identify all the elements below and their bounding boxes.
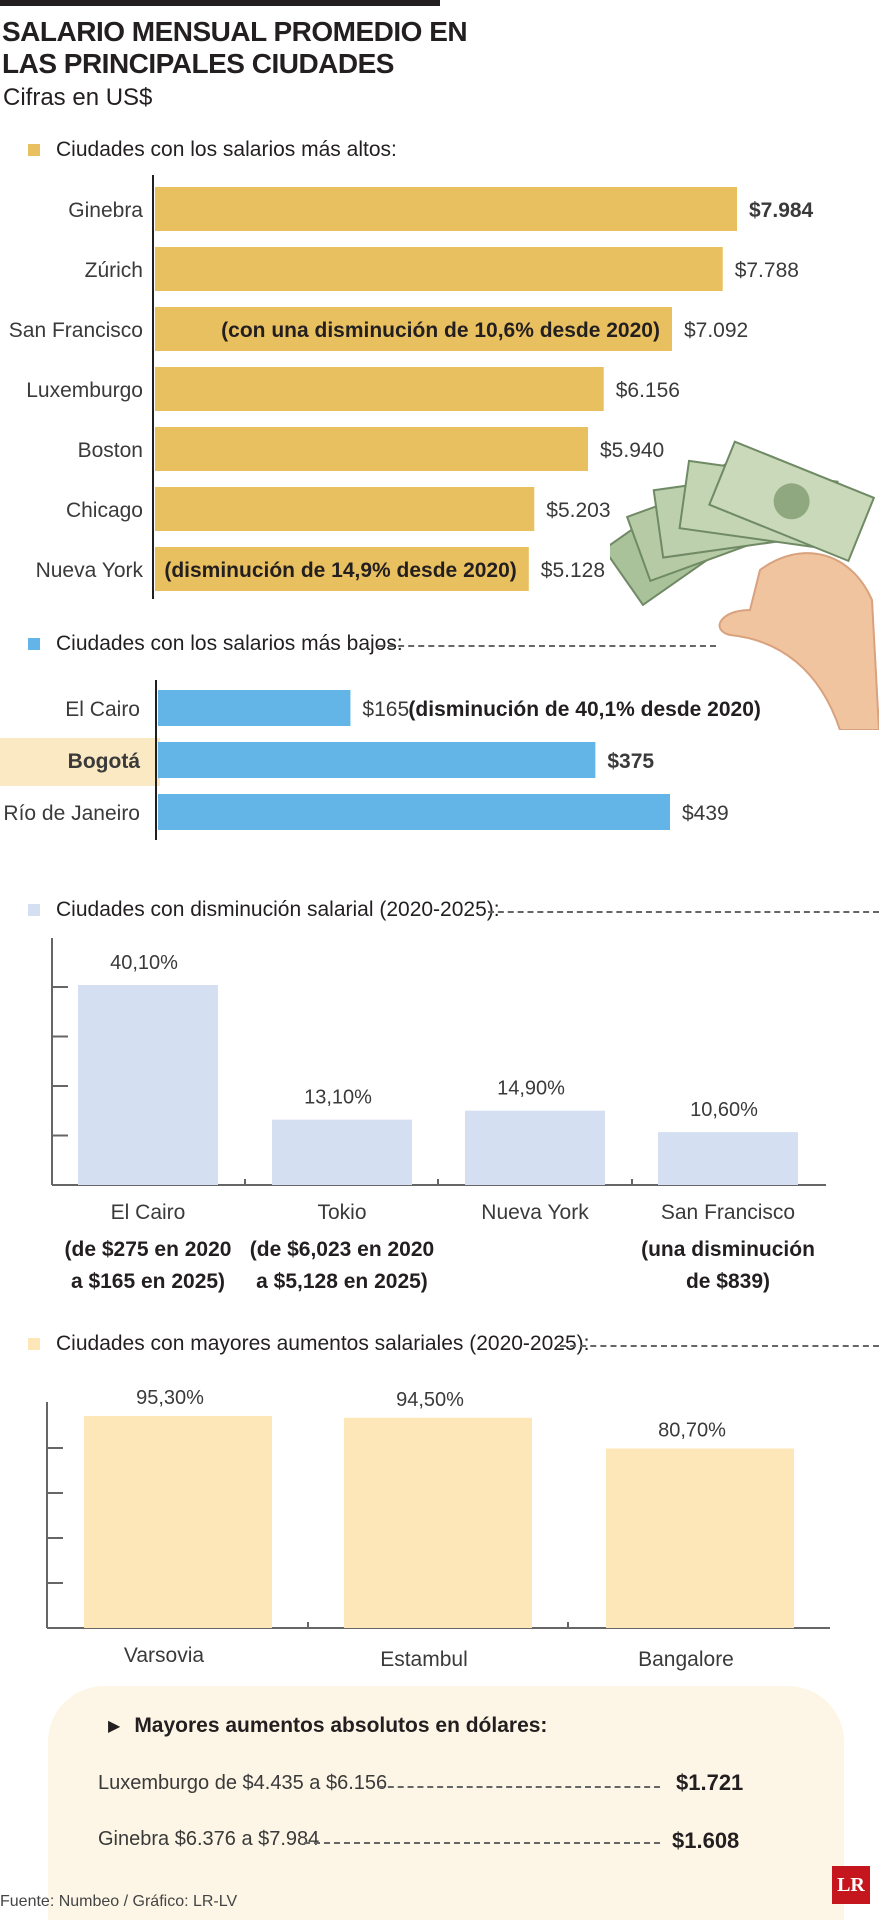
- category-label: Estambul: [380, 1648, 468, 1671]
- absolute-row-value: $1.721: [676, 1770, 744, 1795]
- bar-annotation: (disminución de 14,9% desde 2020): [164, 559, 516, 582]
- section-low-title: Ciudades con los salarios más bajos:: [28, 632, 403, 656]
- bar: [84, 1416, 272, 1628]
- bar: [155, 427, 589, 471]
- gold-square-icon: [28, 144, 40, 156]
- category-label: Zúrich: [85, 259, 143, 282]
- bar: [155, 187, 737, 231]
- category-note: a $165 en 2025): [71, 1270, 225, 1293]
- play-triangle-icon: ▶: [108, 1718, 121, 1735]
- top-rule: [0, 0, 440, 6]
- category-note: a $5,128 en 2025): [256, 1270, 428, 1293]
- category-label: Bangalore: [638, 1648, 734, 1671]
- blue-square-icon: [28, 638, 40, 650]
- category-label: El Cairo: [65, 698, 140, 721]
- dashed-leader: [304, 1842, 660, 1844]
- bar: [155, 307, 672, 351]
- value-label: $7.984: [749, 199, 814, 222]
- category-label: Luxemburgo: [26, 379, 143, 402]
- bar: [158, 794, 670, 830]
- chart-salary-increase: 95,30% Varsovia 94,50% Estambul 80,70% Bangal…: [46, 1387, 830, 1671]
- value-label: $165: [362, 698, 409, 721]
- value-label: $5.203: [546, 499, 610, 522]
- category-label: Varsovia: [124, 1644, 204, 1667]
- value-label: $7.092: [684, 319, 748, 342]
- lr-logo: LR: [832, 1866, 870, 1904]
- section-high-title: Ciudades con los salarios más altos:: [28, 138, 397, 162]
- value-label: 13,10%: [304, 1087, 372, 1109]
- dashed-leader: [560, 1345, 879, 1347]
- category-note: (de $275 en 2020: [65, 1238, 232, 1261]
- category-label: Ginebra: [68, 199, 143, 222]
- value-label: 40,10%: [110, 952, 178, 974]
- value-label: $5.940: [600, 439, 664, 462]
- absolute-increase-card: [48, 1686, 844, 1920]
- value-label: 95,30%: [136, 1387, 204, 1409]
- absolute-increase-title: ▶ Mayores aumentos absolutos en dólares:: [108, 1714, 548, 1737]
- bar: [465, 1110, 605, 1185]
- bogota-highlight: [0, 738, 160, 786]
- category-label: Bogotá: [68, 750, 141, 773]
- bar: [78, 985, 218, 1185]
- absolute-row-value: $1.608: [672, 1828, 740, 1853]
- bar: [158, 742, 596, 778]
- page-subtitle: Cifras en US$: [3, 84, 153, 111]
- value-label: $5.128: [541, 559, 605, 582]
- bar: [155, 367, 604, 411]
- category-label: Nueva York: [481, 1201, 589, 1224]
- category-label: El Cairo: [111, 1201, 186, 1224]
- page-title: SALARIO MENSUAL PROMEDIO EN LAS PRINCIPA…: [2, 16, 468, 79]
- category-note: de $839): [686, 1270, 770, 1293]
- value-label: 10,60%: [690, 1099, 758, 1121]
- value-label: $6.156: [616, 379, 680, 402]
- category-label: Boston: [78, 439, 143, 462]
- category-label: San Francisco: [9, 319, 143, 342]
- chart-salary-decline: 40,10% El Cairo (de $275 en 2020 a $165 en …: [51, 938, 826, 1293]
- bar: [344, 1417, 532, 1628]
- bar: [155, 487, 535, 531]
- money-hand-icon: [610, 440, 879, 730]
- bar-annotation: (con una disminución de 10,6% desde 2020…: [221, 319, 660, 342]
- bar: [606, 1448, 794, 1628]
- bar: [155, 547, 529, 591]
- value-label: $375: [607, 750, 654, 773]
- category-label: Nueva York: [36, 559, 144, 582]
- value-label: 80,70%: [658, 1419, 726, 1441]
- bar-annotation: (disminución de 40,1% desde 2020): [408, 698, 760, 721]
- cream-square-icon: [28, 1338, 40, 1350]
- bar: [658, 1132, 798, 1185]
- category-label: Río de Janeiro: [3, 802, 140, 825]
- dashed-leader: [378, 645, 716, 647]
- bar: [158, 690, 351, 726]
- absolute-row-label: Ginebra $6.376 a $7.984: [98, 1828, 320, 1850]
- value-label: 94,50%: [396, 1389, 464, 1411]
- value-label: 14,90%: [497, 1078, 565, 1100]
- value-label: $439: [682, 802, 729, 825]
- chart-high-salaries: Ginebra $7.984 Zúrich $7.788 San Francisco $7…: [9, 175, 814, 599]
- lavender-square-icon: [28, 904, 40, 916]
- chart-low-salaries: El Cairo $165 (disminución de 40,1% desde …: [3, 680, 761, 840]
- dashed-leader: [378, 1786, 660, 1788]
- category-label: Chicago: [66, 499, 143, 522]
- section-decline-title: Ciudades con disminución salarial (2020-…: [28, 898, 500, 922]
- absolute-row-label: Luxemburgo de $4.435 a $6.156: [98, 1772, 388, 1794]
- category-note: (una disminución: [641, 1238, 815, 1261]
- section-increase-title: Ciudades con mayores aumentos salariales…: [28, 1332, 589, 1356]
- dashed-leader: [488, 911, 879, 913]
- category-note: (de $6,023 en 2020: [250, 1238, 434, 1261]
- bar: [272, 1119, 412, 1185]
- category-label: San Francisco: [661, 1201, 795, 1224]
- source-footer: Fuente: Numbeo / Gráfico: LR-LV: [0, 1893, 238, 1910]
- category-label: Tokio: [317, 1201, 366, 1224]
- bar: [155, 247, 723, 291]
- value-label: $7.788: [735, 259, 799, 282]
